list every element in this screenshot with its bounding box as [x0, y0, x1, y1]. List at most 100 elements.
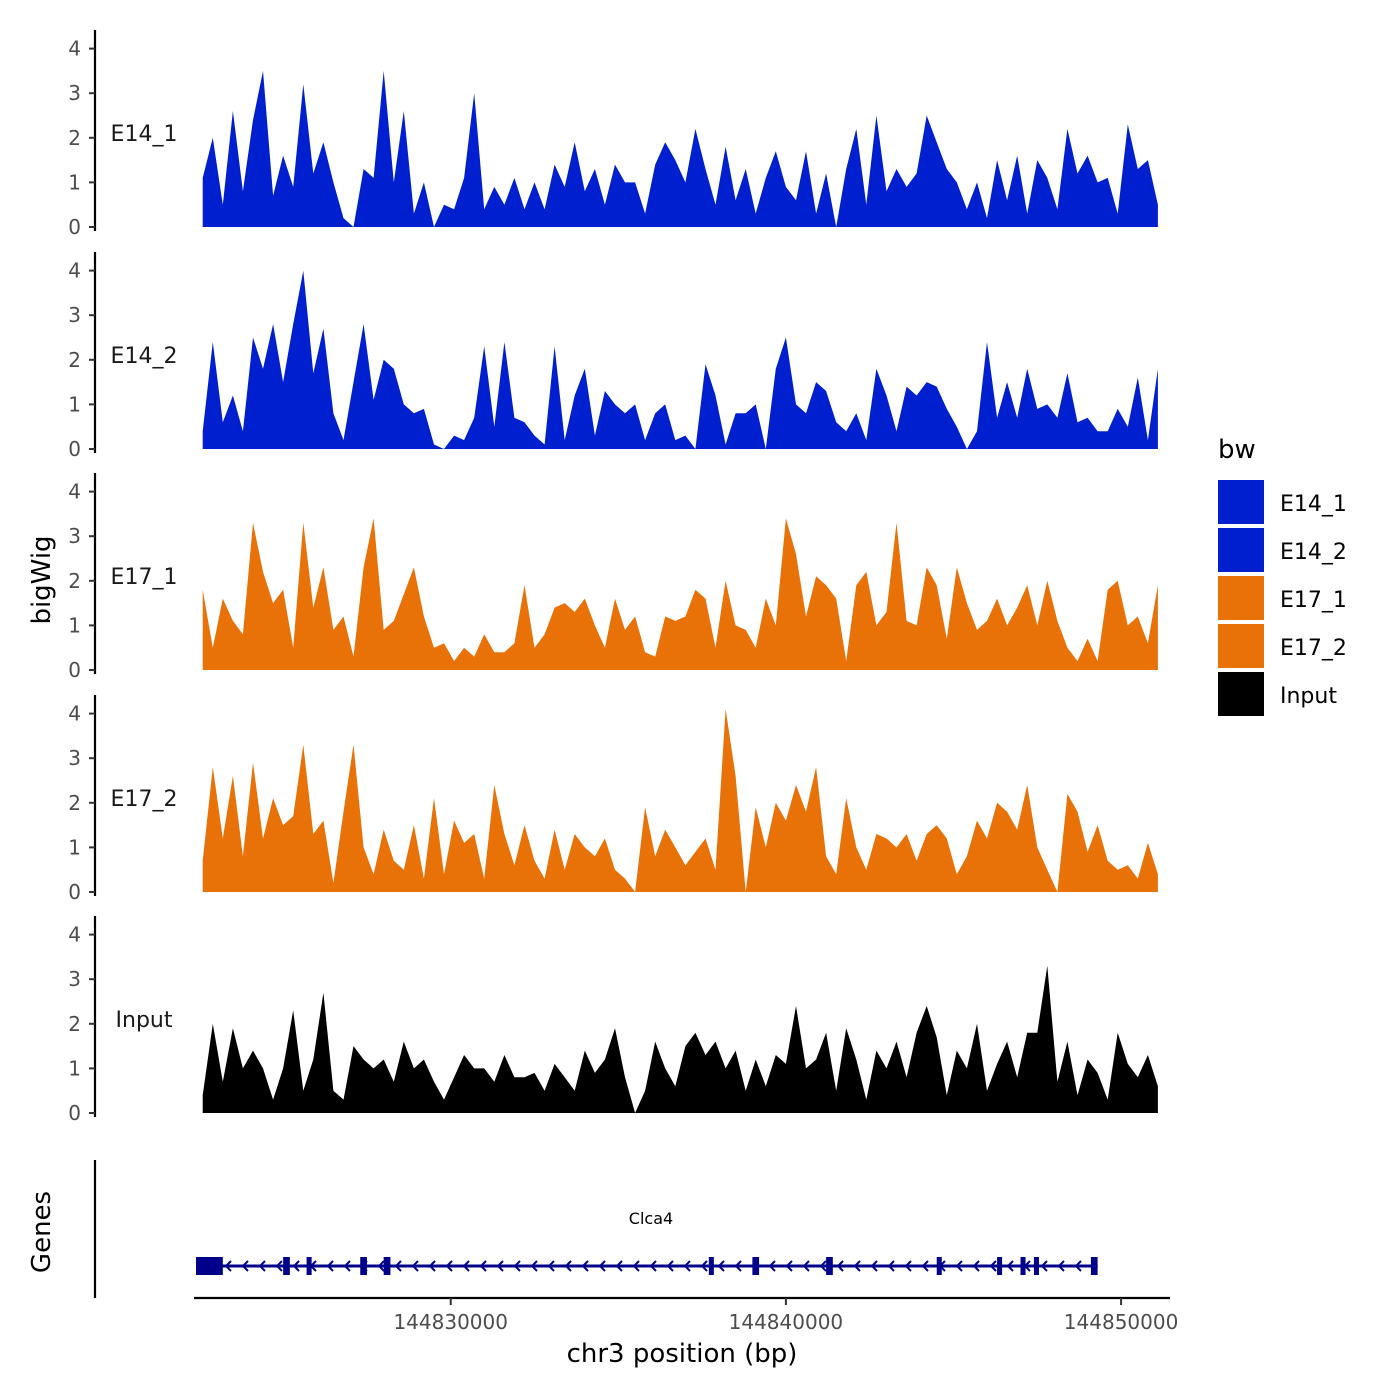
- track-Input: 0 1 2 3 4 Input: [68, 916, 1158, 1125]
- strand-arrow: [547, 1260, 555, 1272]
- y-tick-label: 0: [68, 437, 81, 461]
- strand-arrow: [292, 1260, 300, 1272]
- strand-arrow: [1057, 1260, 1065, 1272]
- y-tick-label: 0: [68, 215, 81, 239]
- exon-block: [1090, 1257, 1098, 1275]
- strand-arrow: [258, 1260, 266, 1272]
- strand-arrow: [513, 1260, 521, 1272]
- strand-arrow: [241, 1260, 249, 1272]
- y-tick-label: 3: [68, 746, 81, 770]
- strand-arrow: [785, 1260, 793, 1272]
- strand-arrow: [445, 1260, 453, 1272]
- exon-block: [1020, 1257, 1026, 1275]
- legend-swatch: [1218, 624, 1264, 668]
- legend-swatch: [1218, 480, 1264, 524]
- legend: bw E14_1 E14_2 E17_1 E17_2 Input: [1218, 435, 1347, 716]
- legend-swatch: [1218, 672, 1264, 716]
- strand-arrow: [224, 1260, 232, 1272]
- exon-block: [826, 1257, 833, 1275]
- y-tick-label: 1: [68, 392, 81, 416]
- track-label: E14_2: [111, 344, 178, 369]
- exon-block: [1033, 1257, 1039, 1275]
- x-axis-title: chr3 position (bp): [567, 1339, 798, 1369]
- legend-swatch: [1218, 576, 1264, 620]
- strand-arrow: [683, 1260, 691, 1272]
- track-E17_1: 0 1 2 3 4 E17_1: [68, 473, 1158, 682]
- y-tick-label: 1: [68, 835, 81, 859]
- y-tick-label: 1: [68, 613, 81, 637]
- exon-block: [360, 1257, 367, 1275]
- strand-arrow: [496, 1260, 504, 1272]
- track-label: E17_1: [111, 565, 178, 590]
- strand-arrow: [649, 1260, 657, 1272]
- exon-block: [936, 1257, 942, 1275]
- gene-name-label: Clca4: [629, 1209, 673, 1228]
- y-tick-label: 3: [68, 81, 81, 105]
- x-tick-label: 144840000: [729, 1310, 844, 1334]
- track-area-E17_2: [202, 709, 1158, 892]
- y-tick-label: 1: [68, 1056, 81, 1080]
- strand-arrow: [904, 1260, 912, 1272]
- strand-arrow: [326, 1260, 334, 1272]
- legend-label: E17_1: [1280, 588, 1347, 613]
- x-tick-label: 144850000: [1064, 1310, 1179, 1334]
- y-tick-label: 4: [68, 37, 81, 61]
- track-area-E14_2: [202, 270, 1158, 449]
- exon-block: [306, 1257, 312, 1275]
- y-tick-label: 1: [68, 170, 81, 194]
- strand-arrow: [989, 1260, 997, 1272]
- track-label: E17_2: [111, 787, 178, 812]
- strand-arrow: [564, 1260, 572, 1272]
- exon-block: [383, 1257, 391, 1275]
- strand-arrow: [462, 1260, 470, 1272]
- strand-arrow: [717, 1260, 725, 1272]
- strand-arrow: [615, 1260, 623, 1272]
- track-area-E17_1: [202, 518, 1158, 670]
- track-area-Input: [202, 965, 1158, 1113]
- y-tick-label: 3: [68, 303, 81, 327]
- strand-arrow: [411, 1260, 419, 1272]
- strand-arrow: [394, 1260, 402, 1272]
- strand-arrow: [1074, 1260, 1082, 1272]
- y-tick-label: 2: [68, 1012, 81, 1036]
- legend-label: E14_1: [1280, 492, 1347, 517]
- strand-arrow: [666, 1260, 674, 1272]
- y-tick-label: 4: [68, 923, 81, 947]
- track-E14_2: 0 1 2 3 4 E14_2: [68, 252, 1158, 461]
- y-tick-label: 0: [68, 1101, 81, 1125]
- exon-block: [997, 1257, 1003, 1275]
- track-area-E14_1: [202, 70, 1158, 228]
- strand-arrow: [275, 1260, 283, 1272]
- strand-arrow: [819, 1260, 827, 1272]
- genes-track: Clca4: [93, 1160, 1098, 1298]
- y-tick-label: 2: [68, 569, 81, 593]
- strand-arrow: [836, 1260, 844, 1272]
- strand-arrow: [581, 1260, 589, 1272]
- strand-arrow: [853, 1260, 861, 1272]
- strand-arrow: [921, 1260, 929, 1272]
- legend-swatch: [1218, 528, 1264, 572]
- exon-block: [752, 1257, 760, 1275]
- strand-arrow: [700, 1260, 708, 1272]
- strand-arrow: [802, 1260, 810, 1272]
- legend-label: Input: [1280, 684, 1337, 709]
- strand-arrow: [632, 1260, 640, 1272]
- y-tick-label: 4: [68, 259, 81, 283]
- y-tick-label: 2: [68, 126, 81, 150]
- track-E14_1: 0 1 2 3 4 E14_1: [68, 30, 1158, 239]
- y-tick-label: 2: [68, 791, 81, 815]
- strand-arrow: [530, 1260, 538, 1272]
- strand-arrow: [428, 1260, 436, 1272]
- strand-arrow: [870, 1260, 878, 1272]
- strand-arrow: [955, 1260, 963, 1272]
- track-label: Input: [116, 1008, 173, 1033]
- track-E17_2: 0 1 2 3 4 E17_2: [68, 695, 1158, 904]
- strand-arrow: [734, 1260, 742, 1272]
- strand-arrow: [377, 1260, 385, 1272]
- y-tick-label: 4: [68, 480, 81, 504]
- tracks-layer: 0 1 2 3 4 E14_1 0 1 2 3 4 E14_2 0 1 2 3 4 E17_1 0 1 2 3 4 E17_2…: [68, 30, 1158, 1125]
- legend-label: E14_2: [1280, 540, 1347, 565]
- y-tick-label: 4: [68, 702, 81, 726]
- strand-arrow: [972, 1260, 980, 1272]
